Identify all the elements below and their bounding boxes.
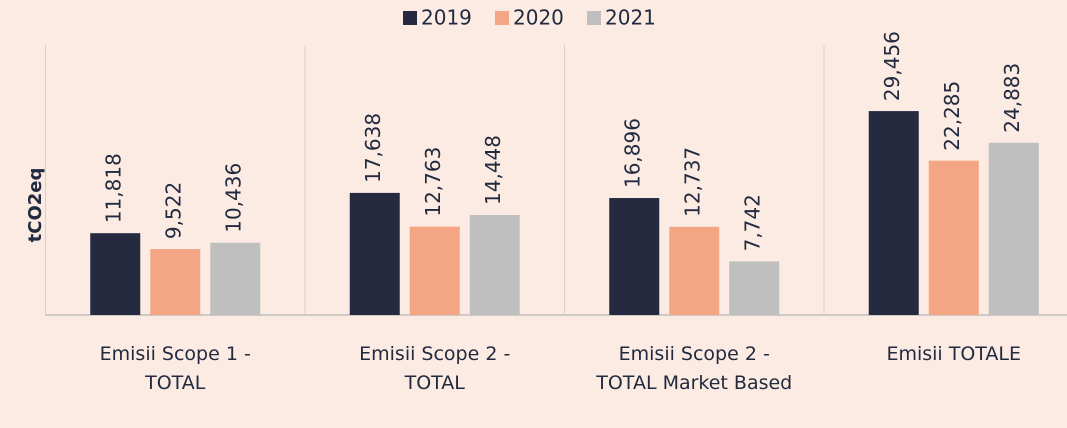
bar <box>349 192 400 315</box>
data-label: 14,448 <box>481 135 505 205</box>
data-label: 9,522 <box>162 182 186 239</box>
bar <box>669 226 720 315</box>
x-tick-label: Emisii TOTALE <box>886 343 1022 365</box>
legend-label: 2021 <box>605 6 656 30</box>
bar <box>988 142 1039 315</box>
bar <box>150 249 201 315</box>
x-tick-label: Emisii Scope 2 - TOTAL Market Based <box>596 343 793 394</box>
legend-swatch <box>587 11 601 25</box>
data-label: 12,763 <box>421 147 445 217</box>
data-label: 17,638 <box>361 113 385 183</box>
bar <box>409 226 460 315</box>
bar <box>210 242 261 315</box>
data-label: 24,883 <box>1000 63 1024 133</box>
bar <box>90 233 141 315</box>
legend-swatch <box>403 11 417 25</box>
x-tick-label: Emisii Scope 1 - TOTAL <box>99 343 251 394</box>
bar <box>609 198 660 315</box>
bar <box>469 214 520 315</box>
data-label: 29,456 <box>880 31 904 101</box>
data-label: 7,742 <box>741 194 765 251</box>
data-label: 11,818 <box>102 153 126 223</box>
data-label: 10,436 <box>222 163 246 233</box>
data-label: 12,737 <box>681 147 705 217</box>
legend-label: 2019 <box>421 6 472 30</box>
legend-swatch <box>495 11 509 25</box>
bar <box>729 261 780 315</box>
x-tick-label: Emisii Scope 2 - TOTAL <box>359 343 511 394</box>
data-label: 16,896 <box>621 118 645 188</box>
data-label: 22,285 <box>940 81 964 151</box>
bar <box>928 160 979 315</box>
bar <box>868 111 919 315</box>
legend-label: 2020 <box>513 6 564 30</box>
y-axis-title: tCO2eq <box>25 168 46 243</box>
